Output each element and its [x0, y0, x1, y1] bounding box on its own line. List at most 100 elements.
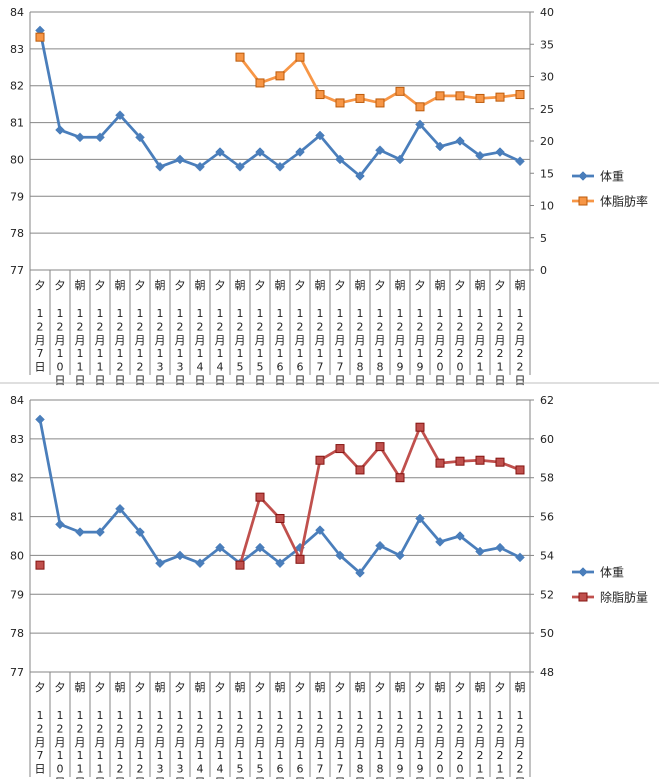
- data-point: [55, 519, 65, 530]
- category-period-label: 夕: [95, 279, 106, 292]
- data-point: [215, 147, 225, 157]
- legend-label: 体脂肪率: [600, 194, 648, 209]
- data-point: [475, 455, 485, 465]
- data-point: [115, 110, 125, 121]
- category-period-label: 朝: [235, 681, 246, 694]
- data-point: [455, 136, 465, 146]
- category-period-label: 朝: [315, 279, 326, 292]
- chart-body-fat-percentage: 77 78 79 80 81 82 83 84 0 5 10 15 20 25 30 35 40 夕 1 2 月 7 日 夕 1…: [10, 6, 648, 387]
- y-right-tick-label: 20: [540, 135, 554, 148]
- y-left-tick-label: 81: [10, 511, 24, 524]
- y-left-tick-label: 83: [10, 433, 24, 446]
- legend-swatch-marker: [578, 592, 588, 602]
- data-point: [155, 161, 165, 172]
- category-period-label: 朝: [355, 681, 366, 694]
- category-period-label: 朝: [275, 681, 286, 694]
- data-point: [315, 130, 325, 141]
- category-period-label: 夕: [135, 681, 146, 694]
- data-point: [415, 102, 425, 112]
- data-point: [315, 455, 325, 465]
- category-period-label: 夕: [55, 279, 66, 292]
- data-point: [395, 473, 405, 483]
- data-point: [375, 145, 385, 156]
- category-period-label: 夕: [95, 681, 106, 694]
- data-point: [335, 154, 345, 165]
- category-period-label: 朝: [395, 681, 406, 694]
- data-point: [255, 78, 265, 88]
- category-period-label: 夕: [295, 279, 306, 292]
- data-point: [295, 147, 305, 157]
- data-point: [135, 527, 145, 537]
- y-left-tick-label: 78: [10, 227, 24, 240]
- y-right-tick-label: 58: [540, 472, 554, 485]
- data-point: [435, 141, 445, 152]
- data-point: [515, 90, 525, 100]
- category-period-label: 夕: [295, 681, 306, 694]
- data-point: [315, 525, 325, 536]
- y-right-tick-label: 15: [540, 167, 554, 180]
- chart-lean-body-mass: 77 78 79 80 81 82 83 84 48 50 52 54 56 58 60 62 夕 1 2 月 7 日 夕 1…: [10, 394, 648, 779]
- data-point: [375, 540, 385, 551]
- legend-label: 除脂肪量: [600, 590, 648, 605]
- data-point: [275, 558, 285, 569]
- y-right-tick-label: 50: [540, 627, 554, 640]
- data-point: [255, 147, 265, 157]
- data-point: [55, 125, 65, 135]
- data-point: [115, 503, 125, 514]
- category-period-label: 朝: [115, 279, 126, 292]
- category-period-label: 夕: [415, 279, 426, 292]
- data-point: [415, 513, 425, 524]
- y-right-tick-label: 25: [540, 103, 554, 116]
- category-period-label: 朝: [195, 279, 206, 292]
- data-point: [235, 52, 245, 62]
- category-period-label: 夕: [55, 681, 66, 694]
- category-period-label: 夕: [415, 681, 426, 694]
- category-period-label: 朝: [275, 279, 286, 292]
- data-point: [195, 161, 205, 172]
- data-point: [295, 52, 305, 62]
- data-point: [235, 161, 245, 172]
- data-point: [495, 542, 505, 553]
- category-period-label: 夕: [335, 279, 346, 292]
- data-point: [255, 542, 265, 553]
- data-point: [315, 90, 325, 100]
- y-left-tick-label: 82: [10, 472, 24, 485]
- category-period-label: 朝: [315, 681, 326, 694]
- data-point: [455, 91, 465, 101]
- data-point: [355, 171, 365, 181]
- category-period-label: 夕: [135, 279, 146, 292]
- data-point: [375, 442, 385, 452]
- category-period-label: 夕: [175, 279, 186, 292]
- y-right-tick-label: 48: [540, 666, 554, 679]
- data-point: [355, 465, 365, 475]
- data-point: [215, 542, 225, 553]
- category-period-label: 朝: [395, 279, 406, 292]
- category-period-label: 朝: [435, 681, 446, 694]
- data-point: [35, 414, 45, 425]
- y-left-tick-label: 77: [10, 666, 24, 679]
- y-left-tick-label: 79: [10, 190, 24, 203]
- category-period-label: 朝: [355, 279, 366, 292]
- legend-swatch-marker: [578, 171, 588, 181]
